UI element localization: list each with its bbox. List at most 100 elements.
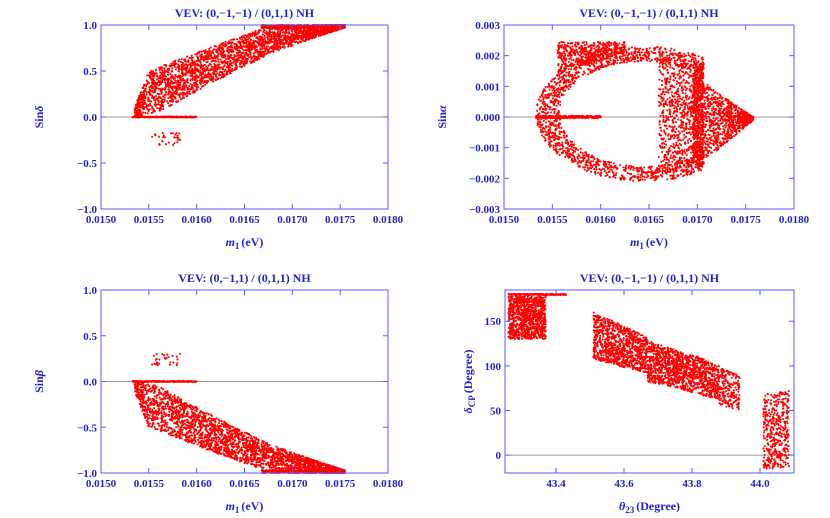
- data-point: [269, 40, 272, 44]
- data-point: [286, 34, 289, 37]
- data-point: [191, 60, 194, 63]
- data-point: [648, 165, 651, 168]
- data-point: [200, 73, 203, 77]
- data-point: [548, 105, 551, 109]
- data-point: [152, 77, 155, 80]
- data-point: [200, 54, 203, 58]
- data-point: [176, 115, 179, 118]
- data-point: [654, 169, 657, 172]
- data-point: [233, 68, 236, 72]
- data-point: [205, 76, 208, 79]
- data-point: [567, 72, 571, 76]
- y-tick-label: 0.5: [83, 66, 97, 78]
- data-point: [161, 140, 164, 143]
- data-point: [214, 79, 217, 82]
- data-point: [200, 63, 203, 66]
- data-point: [193, 60, 196, 63]
- x-tick-label: 0.0170: [277, 214, 308, 226]
- data-point: [226, 54, 229, 57]
- data-point: [270, 35, 273, 38]
- data-point: [268, 47, 271, 50]
- data-point: [169, 65, 172, 68]
- data-point: [682, 59, 685, 62]
- data-point: [176, 83, 179, 86]
- data-point: [615, 172, 618, 175]
- data-point: [202, 55, 206, 58]
- data-point: [222, 60, 225, 63]
- data-point: [689, 60, 693, 63]
- data-point: [545, 131, 548, 134]
- data-point: [571, 140, 574, 144]
- data-point: [167, 141, 170, 144]
- data-point: [216, 54, 219, 58]
- data-point: [171, 89, 174, 92]
- data-point: [170, 103, 173, 106]
- data-point: [270, 38, 273, 41]
- data-point: [225, 73, 228, 76]
- data-point: [621, 175, 624, 178]
- data-point: [578, 71, 581, 74]
- data-point: [213, 65, 216, 69]
- data-point: [292, 37, 295, 40]
- data-point: [252, 39, 255, 42]
- data-point: [686, 62, 690, 65]
- data-point: [554, 131, 557, 135]
- y-label-greek: δ: [32, 106, 46, 112]
- data-point: [181, 78, 184, 81]
- data-point: [645, 176, 648, 179]
- data-point: [694, 163, 697, 166]
- data-point: [670, 47, 673, 50]
- data-point: [208, 77, 211, 80]
- data-point: [227, 51, 231, 54]
- data-point: [163, 116, 166, 119]
- data-point: [185, 95, 188, 98]
- data-point: [238, 65, 241, 68]
- data-point: [212, 73, 215, 76]
- data-point: [273, 42, 276, 45]
- data-point: [581, 73, 584, 76]
- data-point: [271, 31, 274, 34]
- data-point: [279, 36, 283, 39]
- data-point: [202, 58, 205, 61]
- data-point: [573, 150, 576, 153]
- data-point: [210, 68, 213, 71]
- data-point: [294, 37, 297, 40]
- data-point: [178, 94, 181, 97]
- data-point: [217, 52, 220, 55]
- data-point: [276, 34, 279, 37]
- data-point: [268, 32, 271, 36]
- data-point: [246, 58, 249, 61]
- data-point: [249, 53, 252, 56]
- data-point: [196, 56, 200, 59]
- data-point: [221, 43, 224, 46]
- data-point: [143, 101, 147, 104]
- data-point: [259, 55, 262, 58]
- data-point: [154, 101, 157, 104]
- data-point: [636, 51, 639, 54]
- data-point: [190, 88, 193, 91]
- data-point: [262, 27, 265, 30]
- data-point: [208, 54, 211, 57]
- data-point: [681, 54, 684, 57]
- data-point: [643, 175, 646, 178]
- data-point: [561, 76, 564, 79]
- data-point: [165, 70, 169, 73]
- data-point: [207, 64, 210, 67]
- data-point: [288, 37, 291, 40]
- data-point: [224, 62, 227, 65]
- data-point: [213, 67, 216, 70]
- data-point: [167, 68, 170, 71]
- data-point: [255, 58, 259, 61]
- data-point: [258, 40, 261, 43]
- data-point: [148, 86, 151, 89]
- data-point: [179, 79, 182, 82]
- data-point: [178, 132, 181, 135]
- data-point: [604, 174, 607, 177]
- data-point: [147, 100, 150, 103]
- data-point: [277, 49, 280, 52]
- data-point: [180, 92, 183, 95]
- data-point: [616, 62, 619, 65]
- data-point: [207, 75, 210, 78]
- data-point: [176, 66, 179, 69]
- data-point: [252, 44, 255, 48]
